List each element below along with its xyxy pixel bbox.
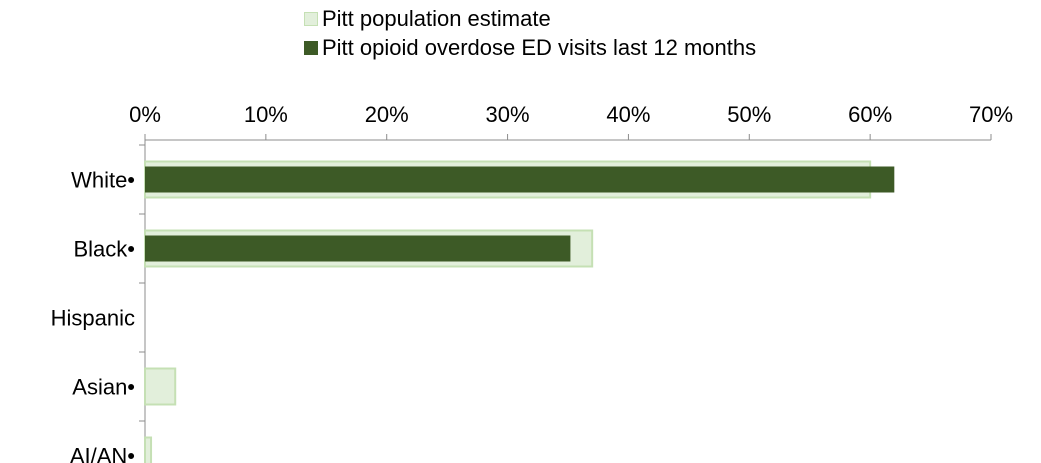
category-label: Black•: [74, 237, 136, 262]
category-label: AI/AN•: [70, 444, 135, 463]
category-label: Hispanic: [51, 306, 135, 331]
legend-item-population: Pitt population estimate: [304, 4, 756, 33]
x-tick-label: 50%: [727, 102, 771, 127]
bar-overdose: [145, 235, 571, 262]
legend-swatch-population: [304, 11, 318, 26]
x-tick-label: 60%: [848, 102, 892, 127]
legend-label-overdose: Pitt opioid overdose ED visits last 12 m…: [322, 34, 757, 60]
x-tick-label: 10%: [244, 102, 288, 127]
legend-label-population: Pitt population estimate: [322, 5, 551, 31]
legend-swatch-overdose: [304, 40, 318, 55]
x-tick-label: 40%: [606, 102, 650, 127]
x-tick-label: 30%: [486, 102, 530, 127]
legend-item-overdose: Pitt opioid overdose ED visits last 12 m…: [304, 33, 756, 62]
bar-population: [144, 367, 177, 406]
x-tick-label: 70%: [969, 102, 1013, 127]
legend: Pitt population estimate Pitt opioid ove…: [304, 4, 756, 62]
bar-population: [144, 436, 153, 463]
category-label: White•: [71, 168, 135, 193]
category-label: Asian•: [72, 375, 135, 400]
bar-overdose: [145, 166, 895, 193]
x-tick-label: 0%: [129, 102, 161, 127]
x-tick-label: 20%: [365, 102, 409, 127]
